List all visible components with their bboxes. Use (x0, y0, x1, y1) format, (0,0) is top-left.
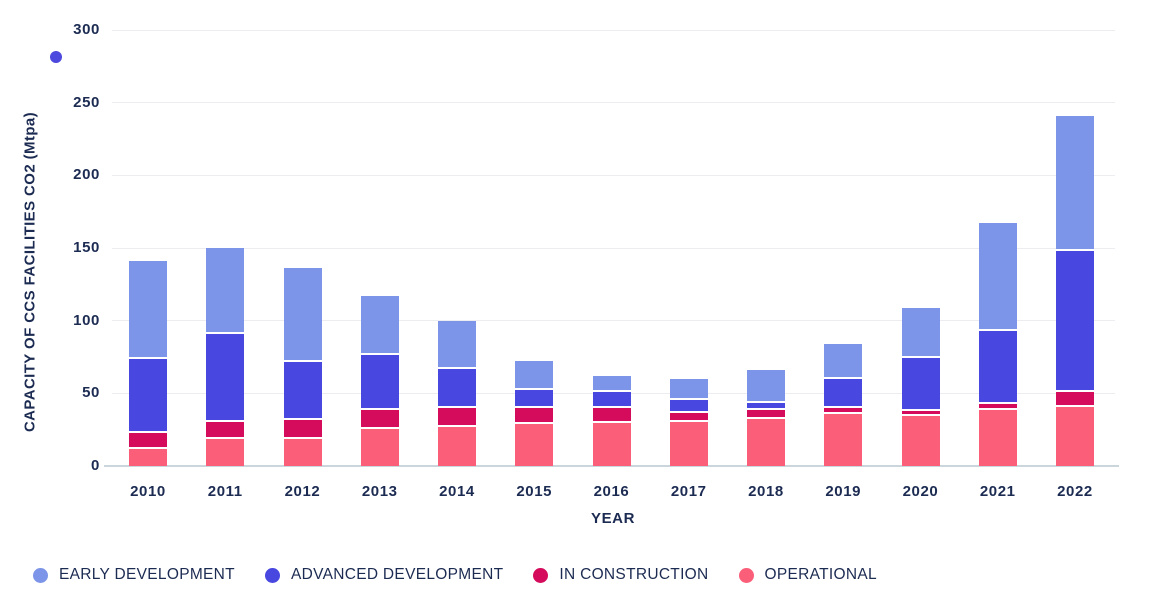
gridline (112, 174, 1115, 176)
y-tick-200: 200 (73, 166, 100, 184)
bar-segment-2012-early-development[interactable] (283, 268, 322, 360)
x-axis-title: YEAR (590, 510, 636, 527)
bar-segment-2020-operational[interactable] (901, 413, 940, 466)
legend-dot-icon (738, 567, 754, 583)
legend: EARLY DEVELOPMENT ADVANCED DEVELOPMENT IN … (33, 566, 877, 584)
bar-segment-2019-in-construction[interactable] (824, 406, 863, 413)
bar-segment-2017-in-construction[interactable] (669, 410, 708, 420)
bar-segment-2012-in-construction[interactable] (283, 418, 322, 437)
bar-segment-2012-operational[interactable] (283, 436, 322, 466)
bar-segment-2013-early-development[interactable] (360, 295, 399, 353)
bar-segment-2010-early-development[interactable] (129, 261, 167, 357)
bar-segment-2018-in-construction[interactable] (747, 407, 785, 417)
plot-area (104, 29, 1119, 467)
bar-segment-2014-advanced-development[interactable] (438, 367, 476, 407)
bar-segment-2021-operational[interactable] (978, 407, 1017, 466)
bar-segment-2010-advanced-development[interactable] (129, 357, 167, 432)
bar-segment-2020-in-construction[interactable] (901, 409, 940, 414)
bar-segment-2013-advanced-development[interactable] (360, 352, 399, 408)
bar-segment-2011-in-construction[interactable] (206, 419, 245, 437)
gridline (112, 102, 1115, 104)
legend-dot-icon (264, 567, 280, 583)
y-tick-50: 50 (82, 384, 100, 402)
bar-segment-2016-in-construction[interactable] (592, 406, 631, 421)
bar-segment-2015-in-construction[interactable] (515, 406, 554, 423)
bar-segment-2016-early-development[interactable] (592, 375, 631, 391)
bar-segment-2017-operational[interactable] (669, 419, 708, 466)
bar-segment-2018-early-development[interactable] (747, 370, 785, 401)
bar-segment-2022-in-construction[interactable] (1056, 390, 1094, 405)
bar-segment-2010-in-construction[interactable] (129, 431, 167, 448)
bar-segment-2016-advanced-development[interactable] (592, 390, 631, 407)
bar-segment-2020-advanced-development[interactable] (901, 355, 940, 410)
bar-segment-2017-early-development[interactable] (669, 378, 708, 398)
bar-segment-2020-early-development[interactable] (901, 307, 940, 356)
x-tick-2012: 2012 (284, 483, 321, 500)
legend-label: ADVANCED DEVELOPMENT (290, 566, 504, 583)
y-tick-150: 150 (73, 239, 100, 256)
bar-segment-2012-advanced-development[interactable] (283, 359, 322, 419)
bar-segment-2021-in-construction[interactable] (978, 402, 1017, 408)
bar-segment-2013-in-construction[interactable] (360, 407, 399, 427)
bar-segment-2014-operational[interactable] (438, 425, 476, 466)
bar-segment-2018-operational[interactable] (747, 416, 785, 466)
legend-item-advanced-development[interactable]: ADVANCED DEVELOPMENT (264, 566, 504, 584)
bar-segment-2013-operational[interactable] (360, 426, 399, 466)
bar-segment-2019-early-development[interactable] (824, 343, 863, 378)
legend-dot-icon (33, 567, 48, 583)
gridline (112, 320, 1115, 322)
x-tick-2021: 2021 (979, 483, 1016, 500)
bar-segment-2015-advanced-development[interactable] (515, 387, 554, 407)
bar-segment-2018-advanced-development[interactable] (747, 400, 785, 408)
x-tick-2018: 2018 (748, 483, 784, 500)
y-tick-100: 100 (73, 311, 100, 329)
x-tick-2013: 2013 (361, 483, 398, 500)
bar-segment-2022-operational[interactable] (1056, 404, 1094, 466)
x-tick-2017: 2017 (670, 483, 707, 500)
bar-segment-2021-advanced-development[interactable] (978, 329, 1017, 403)
legend-dot-icon (533, 567, 549, 583)
bar-segment-2017-advanced-development[interactable] (669, 397, 708, 411)
bar-segment-2021-early-development[interactable] (978, 223, 1017, 330)
y-tick-0: 0 (91, 457, 100, 474)
y-tick-300: 300 (73, 21, 100, 38)
legend-item-early-development[interactable]: EARLY DEVELOPMENT (33, 566, 235, 584)
x-tick-2011: 2011 (207, 483, 243, 500)
x-tick-2015: 2015 (516, 483, 553, 500)
legend-item-operational[interactable]: OPERATIONAL (738, 566, 877, 584)
legend-label: EARLY DEVELOPMENT (59, 566, 235, 583)
legend-label: OPERATIONAL (764, 566, 877, 583)
y-tick-250: 250 (73, 93, 100, 111)
x-tick-2016: 2016 (593, 483, 630, 500)
legend-label: IN CONSTRUCTION (559, 566, 709, 583)
x-tick-2020: 2020 (902, 483, 939, 500)
bar-segment-2015-operational[interactable] (515, 422, 554, 466)
x-tick-2022: 2022 (1057, 483, 1093, 500)
bar-segment-2010-operational[interactable] (129, 447, 167, 466)
bar-segment-2015-early-development[interactable] (515, 361, 554, 388)
bar-segment-2022-advanced-development[interactable] (1056, 249, 1094, 391)
bar-segment-2019-advanced-development[interactable] (824, 377, 863, 407)
bar-segment-2019-operational[interactable] (824, 412, 863, 466)
gridline (112, 247, 1115, 249)
bar-segment-2014-in-construction[interactable] (438, 406, 476, 426)
gridline (112, 29, 1115, 31)
x-axis-line (104, 465, 1119, 467)
stray-marker-dot-icon (50, 51, 62, 63)
bar-segment-2011-advanced-development[interactable] (206, 332, 245, 420)
x-tick-2010: 2010 (130, 483, 166, 500)
legend-item-in-construction[interactable]: IN CONSTRUCTION (533, 566, 708, 584)
bar-segment-2011-operational[interactable] (206, 436, 245, 466)
x-tick-2019: 2019 (825, 483, 862, 500)
bar-segment-2016-operational[interactable] (592, 420, 631, 466)
x-tick-2014: 2014 (439, 483, 475, 500)
bar-segment-2022-early-development[interactable] (1056, 115, 1094, 250)
bar-segment-2011-early-development[interactable] (206, 248, 245, 333)
bar-segment-2014-early-development[interactable] (438, 320, 476, 368)
